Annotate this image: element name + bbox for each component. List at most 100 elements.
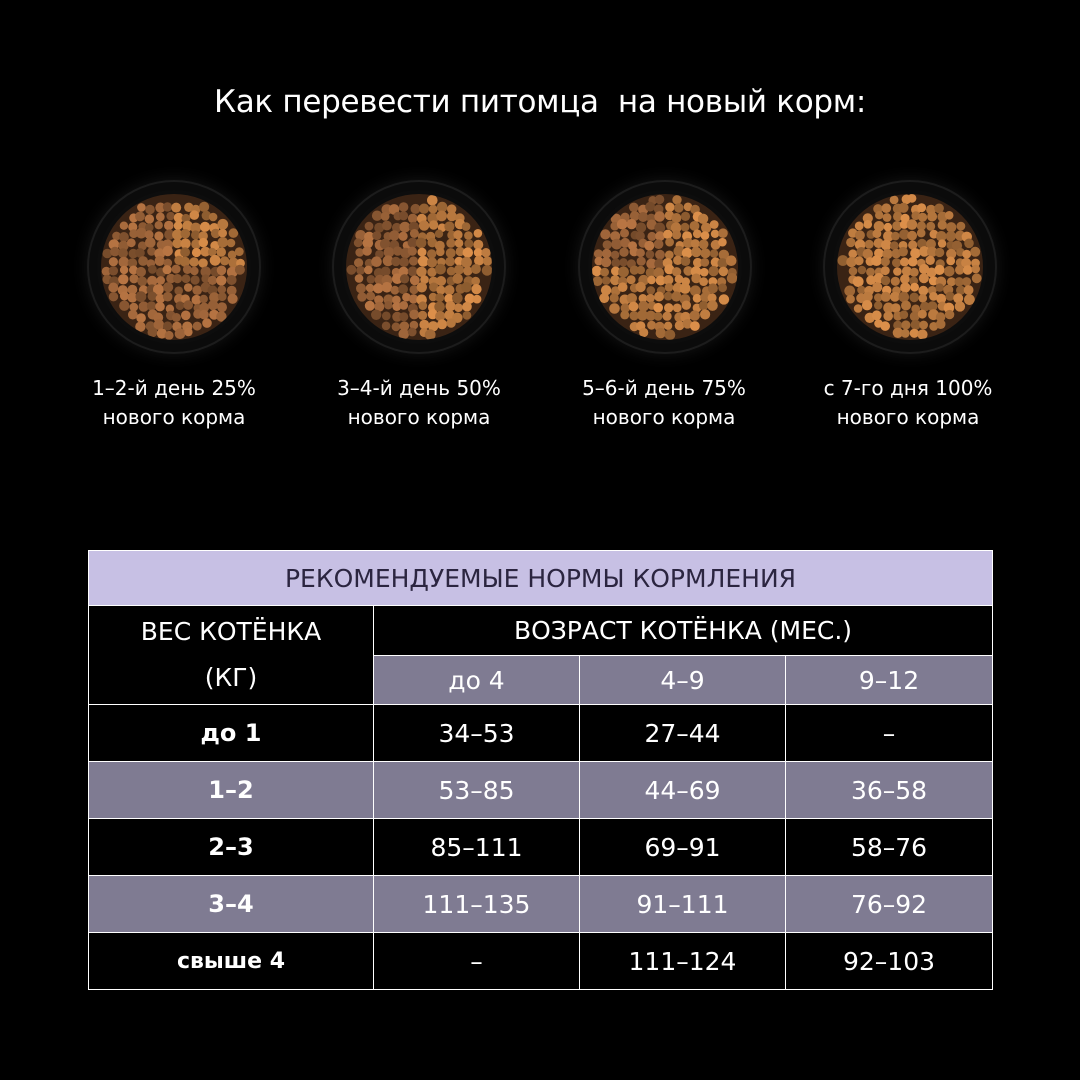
table-row: свыше 4 – 111–124 92–103 [88,932,993,990]
old-kibble [217,302,227,313]
new-kibble [655,275,666,286]
new-kibble [718,237,727,247]
new-kibble [417,255,429,267]
new-kibble [880,275,891,286]
old-kibble [611,238,623,250]
new-kibble [664,283,674,292]
new-kibble [899,220,909,229]
new-kibble [934,203,944,214]
old-kibble [346,264,357,275]
weight-cell: 1–2 [88,761,374,819]
old-kibble [354,274,364,283]
old-kibble [171,313,181,322]
old-kibble [407,237,418,248]
old-kibble [398,328,410,340]
old-kibble [156,276,165,285]
old-kibble [102,248,113,259]
new-kibble [911,211,921,221]
old-kibble [192,285,202,295]
new-kibble [653,302,663,313]
old-kibble [119,265,129,275]
old-kibble [364,221,374,231]
new-kibble [718,266,729,277]
old-kibble [390,285,400,295]
food-bowl-step-4 [825,182,995,352]
new-kibble [718,228,728,238]
old-kibble [128,222,138,232]
new-kibble [944,309,955,320]
old-kibble [145,204,155,215]
old-kibble [356,283,366,294]
new-kibble [918,212,928,222]
new-kibble [470,264,481,274]
old-kibble [654,194,665,205]
old-kibble [626,218,637,230]
old-kibble [172,274,183,284]
food-bowl-step-1 [89,182,259,352]
new-kibble [920,301,930,312]
old-kibble [382,255,394,267]
old-kibble [135,291,147,302]
old-kibble [409,285,419,295]
old-kibble [163,258,173,268]
new-kibble [173,212,184,223]
value-cell: 69–91 [579,818,786,876]
new-kibble [683,266,693,276]
new-kibble [415,237,427,249]
old-kibble [136,266,146,277]
new-kibble [462,247,473,258]
old-kibble [190,266,199,276]
new-kibble [228,228,239,238]
value-cell: 44–69 [579,761,786,819]
old-kibble [408,221,420,233]
old-kibble [119,221,129,230]
old-kibble [135,211,145,222]
old-kibble [135,321,146,332]
new-kibble [464,239,474,249]
new-kibble [601,276,611,285]
old-kibble [654,222,666,234]
new-kibble [636,265,645,275]
new-kibble [454,264,464,275]
new-kibble [620,303,630,313]
new-kibble [691,273,702,284]
new-kibble [918,273,929,284]
new-kibble [945,291,955,301]
new-kibble [611,266,621,276]
new-kibble [900,257,909,267]
new-kibble [645,310,656,321]
step-caption-line2: нового корма [347,405,491,429]
old-kibble [409,320,419,330]
new-kibble [647,275,656,285]
old-kibble [398,231,408,241]
new-kibble [883,311,893,321]
new-kibble [874,293,883,302]
old-kibble [216,311,227,322]
new-kibble [680,211,691,221]
new-kibble [436,247,445,257]
old-kibble [156,328,167,339]
new-kibble [592,276,603,287]
new-kibble [725,255,737,266]
new-kibble [873,221,885,232]
old-kibble [138,301,149,312]
bowl-rim [342,190,496,344]
old-kibble [226,285,237,296]
old-kibble [154,255,165,266]
old-kibble [155,212,165,222]
old-kibble [407,246,417,256]
new-kibble [917,309,927,319]
old-kibble [147,247,156,256]
new-kibble [455,246,465,257]
new-kibble [909,311,920,322]
old-kibble [384,301,393,310]
value-cell: 53–85 [373,761,580,819]
value-cell: 36–58 [785,761,993,819]
new-kibble [472,294,482,304]
old-kibble [174,286,183,295]
new-kibble [629,311,639,321]
new-kibble [635,281,646,293]
old-kibble [364,265,373,275]
new-kibble [946,248,957,259]
old-kibble [645,250,655,259]
